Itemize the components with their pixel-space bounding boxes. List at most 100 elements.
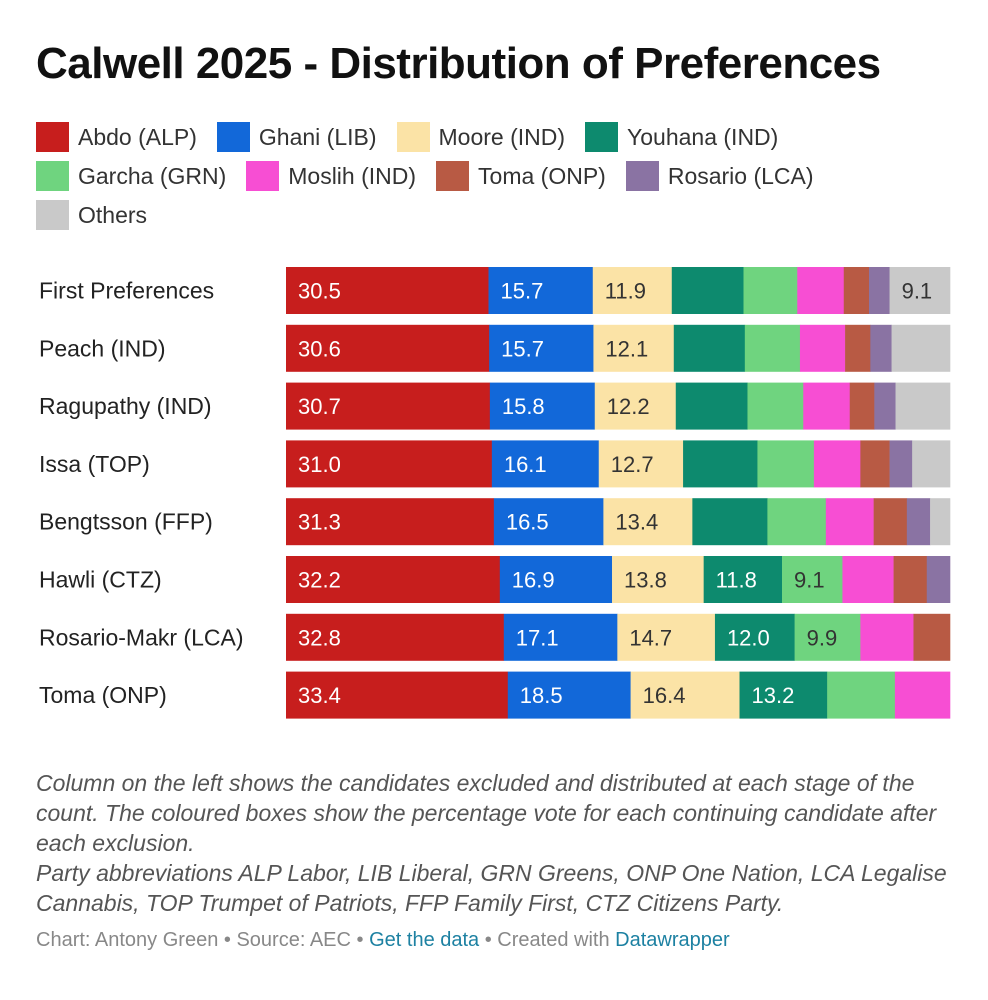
bar-segment bbox=[286, 324, 490, 372]
bar-segment bbox=[491, 440, 600, 488]
bar-segment bbox=[675, 382, 748, 430]
bar-segment bbox=[794, 613, 861, 661]
data-label: 12.1 bbox=[605, 336, 648, 361]
bar-segment bbox=[799, 324, 846, 372]
stacked-bar-chart: First Preferences 30.5 15.7 11.9 9.1 Peach (I… bbox=[39, 267, 951, 719]
footer-separator: • bbox=[350, 929, 370, 951]
bar-segment bbox=[889, 440, 913, 488]
legend-label: Ghani (LIB) bbox=[258, 124, 377, 150]
bar-segment bbox=[286, 382, 491, 430]
bar-segment bbox=[767, 498, 827, 546]
legend-swatch bbox=[36, 161, 69, 191]
bar-segment bbox=[739, 671, 828, 719]
chart-notes: Column on the left shows the candidates … bbox=[36, 768, 956, 918]
legend-label: Moore (IND) bbox=[438, 124, 566, 150]
row-label: Toma (ONP) bbox=[39, 682, 167, 708]
bar-segment bbox=[598, 440, 684, 488]
bar-segment bbox=[926, 556, 951, 603]
legend-item: Garcha (GRN) bbox=[36, 161, 226, 191]
legend-label: Garcha (GRN) bbox=[78, 163, 227, 189]
legend-swatch bbox=[436, 161, 470, 191]
data-label: 11.9 bbox=[605, 279, 646, 304]
bar-segment bbox=[842, 556, 894, 603]
data-label: 11.8 bbox=[716, 568, 757, 593]
data-label: 15.7 bbox=[501, 336, 544, 361]
notes-abbreviations: Party abbreviations ALP Labor, LIB Liber… bbox=[36, 860, 947, 916]
data-label: 15.8 bbox=[502, 394, 545, 419]
bar-segment bbox=[870, 324, 892, 372]
row-label: Bengtsson (FFP) bbox=[39, 509, 213, 535]
bar-segment bbox=[891, 324, 951, 372]
row-label: Peach (IND) bbox=[39, 335, 166, 361]
row-label: Ragupathy (IND) bbox=[39, 393, 212, 419]
bar-segment bbox=[603, 498, 693, 546]
bar-segment bbox=[743, 267, 798, 314]
row-label: Hawli (CTZ) bbox=[39, 567, 162, 593]
data-label: 18.5 bbox=[520, 683, 563, 708]
bar-segment bbox=[860, 440, 890, 488]
legend-swatch bbox=[36, 200, 69, 230]
data-label: 12.7 bbox=[611, 452, 654, 477]
data-label: 16.9 bbox=[512, 568, 555, 593]
legend-swatch bbox=[36, 122, 69, 152]
notes-description: Column on the left shows the candidates … bbox=[36, 770, 937, 856]
bar-segment bbox=[747, 382, 804, 430]
legend-item: Youhana (IND) bbox=[585, 122, 778, 152]
data-label: 32.8 bbox=[298, 625, 341, 650]
data-label: 12.0 bbox=[727, 625, 770, 650]
footer-separator: • bbox=[479, 929, 498, 951]
get-the-data-link[interactable]: Get the data bbox=[369, 929, 480, 951]
data-label: 31.3 bbox=[298, 510, 341, 535]
legend-label: Toma (ONP) bbox=[478, 163, 606, 189]
bar-segment bbox=[286, 440, 493, 488]
bar-segment bbox=[874, 382, 896, 430]
legend-swatch bbox=[625, 161, 659, 191]
bar-segment bbox=[593, 324, 675, 372]
bar-segment bbox=[894, 671, 951, 719]
bar-segment bbox=[703, 556, 783, 603]
footer-source: Source: AEC bbox=[236, 929, 351, 951]
bar-segment bbox=[286, 613, 505, 661]
bar-segment bbox=[683, 440, 758, 488]
data-label: 31.0 bbox=[298, 452, 341, 477]
legend-label: Others bbox=[78, 202, 148, 228]
bar-segment bbox=[782, 556, 843, 603]
legend-item: Rosario (LCA) bbox=[625, 161, 814, 191]
bar-segment bbox=[671, 267, 744, 314]
data-label: 16.4 bbox=[643, 683, 686, 708]
data-label: 30.7 bbox=[298, 394, 341, 419]
bar-segment bbox=[930, 498, 951, 546]
data-label: 9.9 bbox=[807, 625, 838, 650]
bar-segment bbox=[488, 267, 594, 314]
data-label: 13.4 bbox=[615, 510, 658, 535]
bar-segment bbox=[630, 671, 740, 719]
bar-segment bbox=[612, 556, 704, 603]
data-label: 14.7 bbox=[629, 625, 672, 650]
data-label: 15.7 bbox=[501, 279, 544, 304]
row-label: Issa (TOP) bbox=[39, 451, 150, 477]
data-label: 9.1 bbox=[794, 568, 825, 593]
bar-segment bbox=[744, 324, 801, 372]
data-label: 16.5 bbox=[506, 510, 549, 535]
bar-segment bbox=[489, 382, 596, 430]
legend-item: Others bbox=[36, 200, 147, 230]
legend-swatch bbox=[396, 122, 430, 152]
bar-segment bbox=[913, 613, 951, 661]
bar-segment bbox=[692, 498, 768, 546]
bar-segment bbox=[825, 498, 874, 546]
row-label: First Preferences bbox=[39, 278, 214, 304]
legend-swatch bbox=[246, 161, 280, 191]
legend-label: Rosario (LCA) bbox=[667, 163, 814, 189]
bar-segment bbox=[286, 671, 509, 719]
bar-segment bbox=[493, 498, 604, 546]
bar-segment bbox=[893, 556, 928, 603]
datawrapper-link[interactable]: Datawrapper bbox=[615, 929, 730, 951]
bar-segment bbox=[845, 324, 871, 372]
legend-label: Abdo (ALP) bbox=[78, 124, 197, 150]
bar-segment bbox=[906, 498, 931, 546]
legend-item: Ghani (LIB) bbox=[216, 122, 377, 152]
legend-item: Moslih (IND) bbox=[246, 161, 416, 191]
bar-segment bbox=[797, 267, 845, 314]
bar-segment bbox=[889, 267, 951, 314]
data-label: 32.2 bbox=[298, 568, 341, 593]
